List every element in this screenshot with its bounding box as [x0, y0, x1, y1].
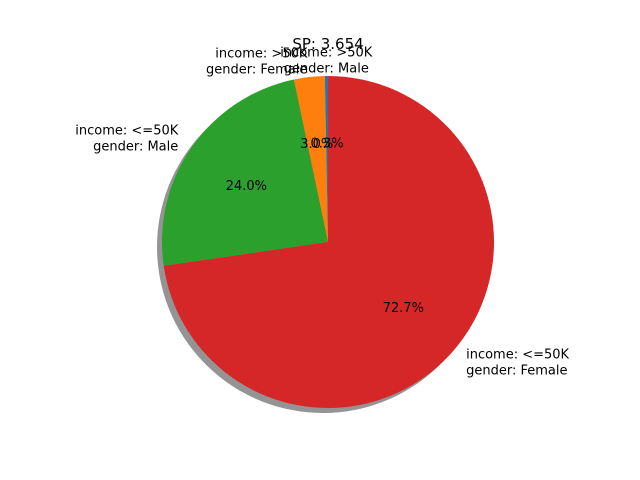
slice-label-line: gender: Male: [93, 139, 178, 154]
slice-percent-label: 72.7%: [383, 301, 424, 316]
pie-slice: [293, 76, 328, 243]
pie-slice: [324, 76, 328, 242]
slice-label-line: gender: Female: [466, 363, 567, 378]
slice-category-label: income: <=50K gender: Male: [75, 123, 178, 154]
slice-category-label: income: >50K gender: Male: [280, 45, 373, 76]
slice-label-line: gender: Female: [206, 63, 307, 78]
slice-percent-label: 0.3%: [311, 136, 344, 151]
slice-label-line: income: >50K: [215, 47, 308, 62]
pie-slices: [162, 75, 495, 408]
slice-label-line: income: <=50K: [75, 123, 178, 138]
slice-label-line: income: <=50K: [466, 347, 569, 362]
slice-percent-label: 24.0%: [226, 179, 267, 194]
slice-label-line: gender: Male: [284, 61, 369, 76]
slice-percent-label: 3.0%: [300, 137, 333, 152]
pie-labels: 0.3%income: >50K gender: Male3.0%income: …: [75, 45, 569, 378]
slice-category-label: income: >50K gender: Female: [206, 47, 308, 78]
chart-title: SP: 3.654: [292, 35, 363, 53]
pie-slice: [163, 75, 495, 408]
slice-label-line: income: >50K: [280, 45, 373, 60]
slice-category-label: income: <=50K gender: Female: [466, 347, 569, 378]
pie-slice: [162, 79, 328, 266]
